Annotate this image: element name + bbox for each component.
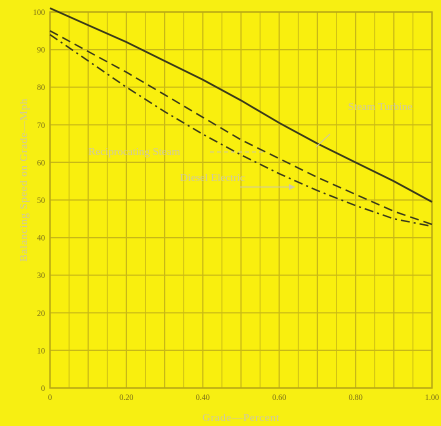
y-tick-label: 30 (37, 271, 45, 280)
series-line-reciprocating-steam (49, 30, 433, 226)
y-tick-label: 80 (37, 83, 45, 92)
leader-steam-turbine (315, 133, 331, 148)
x-axis-label: Grade—Percent (202, 412, 279, 424)
x-tick-label: 0.60 (272, 393, 286, 402)
y-tick-label: 100 (33, 8, 45, 17)
series-line-diesel-electric (49, 33, 433, 228)
y-tick-label: 20 (37, 309, 45, 318)
plot-frame (49, 11, 433, 389)
arrowhead-diesel-electric (289, 184, 295, 190)
x-tick-label: 0.20 (119, 393, 133, 402)
annotation-label: Steam Turbine (348, 101, 413, 113)
annotation-label: Reciprocating Steam (88, 146, 180, 158)
y-tick-label: 60 (37, 158, 45, 167)
y-tick-label: 90 (37, 46, 45, 55)
y-tick-label: 0 (41, 384, 45, 393)
y-axis-label: Balancing Speed on Grade—Mph (18, 98, 30, 261)
x-tick-label: 0 (48, 393, 52, 402)
annotation-label: Diesel Electric (180, 172, 245, 184)
grid (49, 11, 433, 389)
x-tick-label: 1.00 (425, 393, 439, 402)
y-tick-label: 40 (37, 234, 45, 243)
y-tick-label: 70 (37, 121, 45, 130)
x-tick-label: 0.80 (349, 393, 363, 402)
y-tick-label: 10 (37, 346, 45, 355)
x-tick-label: 0.40 (196, 393, 210, 402)
series-line-steam-turbine (49, 7, 433, 203)
y-tick-label: 50 (37, 196, 45, 205)
